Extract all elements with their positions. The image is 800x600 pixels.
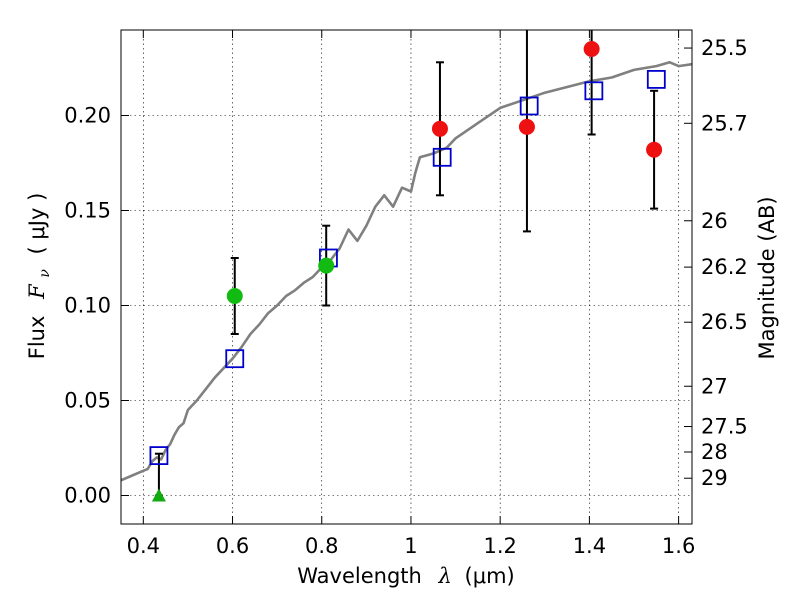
y2-tick-label: 25.7 bbox=[701, 111, 748, 135]
observed-point-red bbox=[518, 118, 535, 135]
x-tick-label: 1.2 bbox=[483, 534, 516, 558]
y-tick-label: 0.20 bbox=[64, 104, 111, 128]
y2-tick-label: 26 bbox=[701, 209, 728, 233]
upper-limit-marker bbox=[151, 488, 166, 502]
model-point bbox=[584, 81, 604, 101]
y-tick-label: 0.10 bbox=[64, 294, 111, 318]
y-axis-label-unit: ( μJy ) bbox=[25, 193, 49, 255]
y2-tick-label: 27.5 bbox=[701, 415, 748, 439]
x-axis-label-text: Wavelength bbox=[297, 564, 422, 588]
y-tick-label: 0.05 bbox=[64, 389, 111, 413]
y2-axis-label: Magnitude (AB) bbox=[755, 196, 779, 359]
grid-lines bbox=[121, 30, 692, 524]
y2-tick-label: 28 bbox=[701, 440, 728, 464]
observed-point-green bbox=[226, 288, 243, 304]
y2-tick-label: 25.5 bbox=[701, 36, 748, 60]
y-axis-label-subscript: ν bbox=[37, 269, 53, 278]
error-bars-layer bbox=[154, 30, 659, 497]
model-spectrum-line bbox=[121, 61, 692, 482]
y-tick-label: 0.00 bbox=[64, 484, 111, 508]
plot-frame bbox=[120, 29, 693, 525]
x-tick-label: 0.6 bbox=[216, 534, 249, 558]
model-spectrum-layer bbox=[121, 61, 692, 482]
axis-tick-labels: 0.4 0.6 0.8 1 1.2 1.4 1.6 0.00 0.05 0.10 0.15 0.20 2… bbox=[64, 36, 748, 558]
x-tick-label: 0.8 bbox=[305, 534, 338, 558]
x-axis-label: Wavelength λ (μm) bbox=[297, 564, 514, 588]
y2-tick-label: 26.2 bbox=[701, 255, 748, 279]
model-point bbox=[149, 446, 169, 466]
x-tick-label: 1 bbox=[404, 534, 417, 558]
y2-tick-label: 27 bbox=[701, 374, 728, 398]
observed-point-red bbox=[646, 141, 663, 158]
y-axis-label-prefix: Flux bbox=[25, 316, 49, 360]
y-tick-label: 0.15 bbox=[64, 199, 111, 223]
observed-point-red bbox=[583, 41, 600, 57]
model-point bbox=[225, 349, 245, 369]
axis-ticks bbox=[121, 30, 692, 524]
x-tick-label: 1.4 bbox=[573, 534, 606, 558]
x-axis-label-unit: (μm) bbox=[465, 564, 515, 588]
model-point bbox=[519, 96, 539, 116]
observed-point-red bbox=[431, 120, 448, 137]
data-points-layer bbox=[149, 41, 666, 502]
x-tick-label: 1.6 bbox=[662, 534, 695, 558]
model-point bbox=[432, 147, 452, 167]
x-tick-label: 0.4 bbox=[127, 534, 160, 558]
y2-tick-label: 26.5 bbox=[701, 310, 748, 334]
y-axis-label: Flux F ν ( μJy ) bbox=[25, 193, 54, 360]
y2-tick-label: 29 bbox=[701, 466, 728, 490]
model-point bbox=[646, 70, 666, 89]
y-axis-label-symbol: F bbox=[25, 283, 49, 300]
x-axis-label-symbol: λ bbox=[438, 564, 452, 588]
observed-point-green bbox=[318, 257, 335, 274]
